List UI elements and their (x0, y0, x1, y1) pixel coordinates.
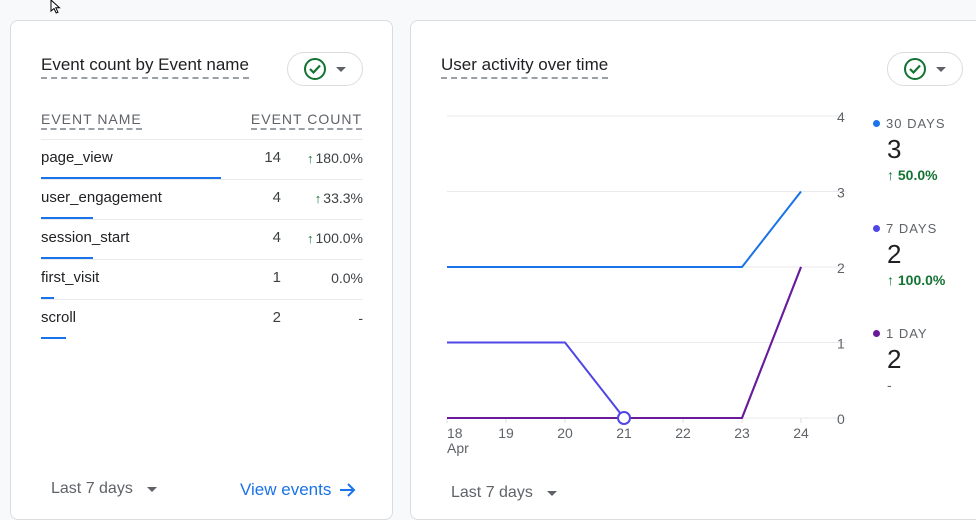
table-row[interactable]: session_start 4 ↑ 100.0% (41, 219, 363, 259)
table-row[interactable]: page_view 14 ↑ 180.0% (41, 139, 363, 179)
event-count: 14 (264, 149, 281, 166)
check-circle-icon (904, 58, 926, 80)
event-count-bar (41, 297, 54, 299)
table-row[interactable]: user_engagement 4 ↑ 33.3% (41, 179, 363, 219)
event-count-column-header[interactable]: EVENT COUNT (250, 110, 362, 130)
row-divider (41, 139, 363, 140)
legend-label: 7 DAYS (886, 221, 938, 236)
event-name-column-header[interactable]: EVENT NAME (41, 110, 142, 130)
x-tick-sublabel: Apr (447, 440, 469, 456)
chevron-down-icon (936, 66, 946, 72)
event-name: page_view (41, 149, 113, 166)
event-name: first_visit (41, 269, 100, 286)
x-tick-label: 20 (557, 425, 573, 441)
y-tick-label: 0 (837, 411, 845, 427)
event-count-card: Event count by Event name EVENT NAME EVE… (10, 20, 393, 520)
chevron-down-icon (546, 490, 557, 496)
date-range-label: Last 7 days (451, 484, 533, 501)
legend-change: - (887, 377, 928, 393)
legend-item: 30 DAYS 3 ↑ 50.0% (873, 116, 946, 183)
event-count-bar (41, 177, 221, 179)
event-change-value: 0.0% (331, 270, 363, 286)
event-count: 1 (272, 269, 281, 286)
row-divider (41, 219, 363, 220)
data-status-dropdown[interactable] (287, 52, 363, 86)
event-change-value: - (358, 310, 363, 326)
arrow-up-icon: ↑ (887, 272, 898, 288)
event-count-bar (41, 217, 94, 219)
view-events-label: View events (240, 480, 332, 499)
legend-label-row: 7 DAYS (873, 221, 945, 236)
y-tick-label: 3 (837, 185, 845, 201)
series-line-30-days (447, 190, 802, 268)
x-tick-label: 23 (734, 425, 750, 441)
event-change: ↑ 100.0% (307, 230, 363, 246)
arrow-up-icon: ↑ (307, 150, 314, 166)
chevron-down-icon (336, 66, 346, 72)
legend-dot (873, 120, 880, 127)
legend-change-value: 50.0% (897, 167, 938, 183)
date-range-selector[interactable]: Last 7 days (51, 480, 157, 498)
x-tick-label: 24 (793, 425, 809, 441)
table-row[interactable]: scroll 2 - (41, 299, 363, 339)
row-divider (41, 259, 363, 260)
legend-label: 30 DAYS (886, 116, 946, 131)
arrow-right-icon (340, 483, 356, 497)
legend-change: ↑ 100.0% (887, 272, 945, 288)
x-tick-label: 22 (675, 425, 691, 441)
event-count: 4 (272, 189, 281, 206)
data-status-dropdown[interactable] (887, 52, 963, 86)
event-change-value: 100.0% (315, 230, 363, 246)
legend-change: ↑ 50.0% (887, 167, 946, 183)
event-count: 2 (272, 309, 281, 326)
arrow-up-icon: ↑ (887, 167, 898, 183)
x-tick-label: 19 (498, 425, 514, 441)
event-change: - (358, 310, 363, 326)
legend-change-value: - (887, 377, 892, 393)
x-tick-label: 21 (616, 425, 632, 441)
table-row[interactable]: first_visit 1 0.0% (41, 259, 363, 299)
legend-value: 3 (887, 134, 902, 164)
event-name: scroll (41, 309, 77, 326)
row-divider (41, 299, 363, 300)
event-change: 0.0% (331, 270, 363, 286)
legend-value: 2 (887, 239, 902, 269)
legend-dot (873, 330, 880, 337)
y-tick-label: 4 (837, 109, 845, 125)
event-change-value: 180.0% (315, 150, 363, 166)
event-name: user_engagement (41, 189, 162, 206)
event-count: 4 (272, 229, 281, 246)
event-name: session_start (41, 229, 130, 246)
event-change: ↑ 33.3% (315, 190, 363, 206)
event-count-card-title[interactable]: Event count by Event name (41, 55, 249, 79)
user-activity-card-title[interactable]: User activity over time (441, 55, 609, 79)
legend-item: 1 DAY 2 - (873, 326, 928, 393)
legend-label: 1 DAY (886, 326, 928, 341)
y-tick-label: 1 (837, 336, 845, 352)
chevron-down-icon (146, 486, 157, 492)
row-divider (41, 179, 363, 180)
mouse-cursor-icon (50, 0, 61, 14)
x-tick-label: 18 (447, 425, 463, 441)
event-count-bar (41, 257, 94, 259)
view-events-link[interactable]: View events (240, 480, 357, 500)
event-count-bar (41, 337, 67, 339)
legend-dot (873, 225, 880, 232)
y-tick-label: 2 (837, 260, 845, 276)
event-change: ↑ 180.0% (307, 150, 363, 166)
legend-label-row: 30 DAYS (873, 116, 946, 131)
event-change-value: 33.3% (323, 190, 363, 206)
legend-change-value: 100.0% (897, 272, 946, 288)
date-range-label: Last 7 days (51, 480, 133, 497)
data-point-marker (617, 411, 631, 425)
user-activity-card: User activity over time 0 1 2 3 4 18 19 20 21 22 2… (410, 20, 976, 520)
legend-label-row: 1 DAY (873, 326, 928, 341)
arrow-up-icon: ↑ (307, 230, 314, 246)
arrow-up-icon: ↑ (314, 190, 322, 206)
legend-item: 7 DAYS 2 ↑ 100.0% (873, 221, 945, 288)
date-range-selector[interactable]: Last 7 days (451, 484, 557, 502)
check-circle-icon (304, 58, 326, 80)
legend-value: 2 (887, 344, 902, 374)
